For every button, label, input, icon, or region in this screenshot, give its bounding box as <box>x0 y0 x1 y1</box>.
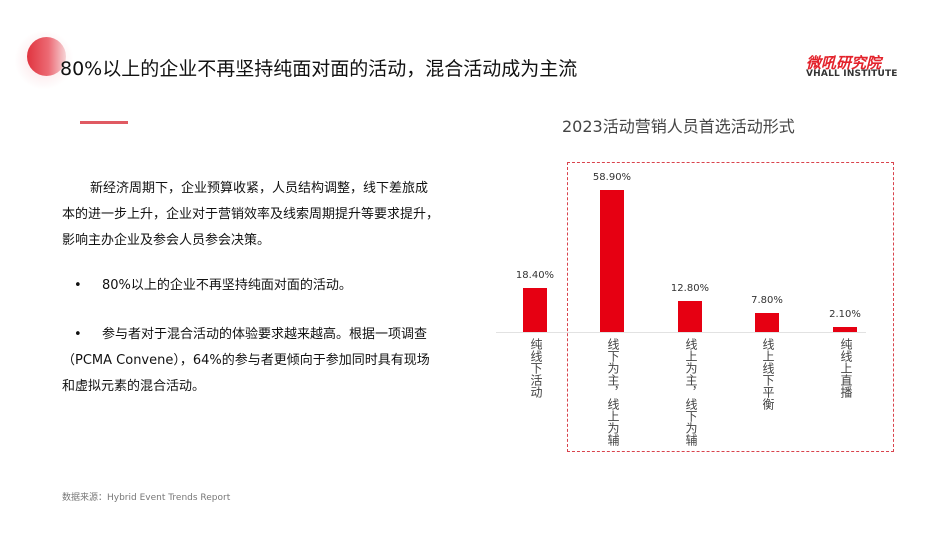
category-label: 纯线上直播 <box>839 338 853 398</box>
logo-english: VHALL INSTITUTE <box>806 69 898 79</box>
category-label: 线上线下平衡 <box>761 338 775 410</box>
bar-value-label: 7.80% <box>751 295 783 306</box>
bullet-text: 参与者对于混合活动的体验要求越来越高。根据一项调查（PCMA Convene），… <box>62 327 430 394</box>
data-source: 数据来源：Hybrid Event Trends Report <box>62 493 231 503</box>
bar <box>600 190 624 332</box>
bar-value-label: 2.10% <box>829 309 861 320</box>
bar <box>523 288 547 332</box>
bar-value-label: 12.80% <box>670 283 710 294</box>
category-label: 纯线下活动 <box>529 338 543 398</box>
bar <box>833 327 857 332</box>
chart-title: 2023活动营销人员首选活动形式 <box>562 117 795 136</box>
logo-chinese: 微吼研究院 <box>806 54 882 72</box>
x-axis-line <box>496 332 866 333</box>
bullet-marker: • <box>74 327 82 342</box>
bullet-item: • 参与者对于混合活动的体验要求越来越高。根据一项调查（PCMA Convene）… <box>62 322 440 400</box>
bar-value-label: 58.90% <box>592 172 632 183</box>
page-title: 80%以上的企业不再坚持纯面对面的活动，混合活动成为主流 <box>60 58 578 80</box>
bar <box>755 313 779 332</box>
intro-paragraph: 新经济周期下，企业预算收紧，人员结构调整，线下差旅成本的进一步上升，企业对于营销… <box>62 181 440 248</box>
accent-divider <box>80 121 128 124</box>
bar <box>678 301 702 332</box>
title-dot-icon <box>27 37 66 76</box>
bullet-text: 80%以上的企业不再坚持纯面对面的活动。 <box>102 278 352 293</box>
bullet-item: • 80%以上的企业不再坚持纯面对面的活动。 <box>62 273 440 299</box>
bar-value-label: 18.40% <box>515 270 555 281</box>
category-label: 线下为主，线上为辅 <box>606 338 620 446</box>
bullet-marker: • <box>74 278 82 293</box>
category-label: 线上为主，线下为辅 <box>684 338 698 446</box>
highlight-box <box>567 162 894 452</box>
